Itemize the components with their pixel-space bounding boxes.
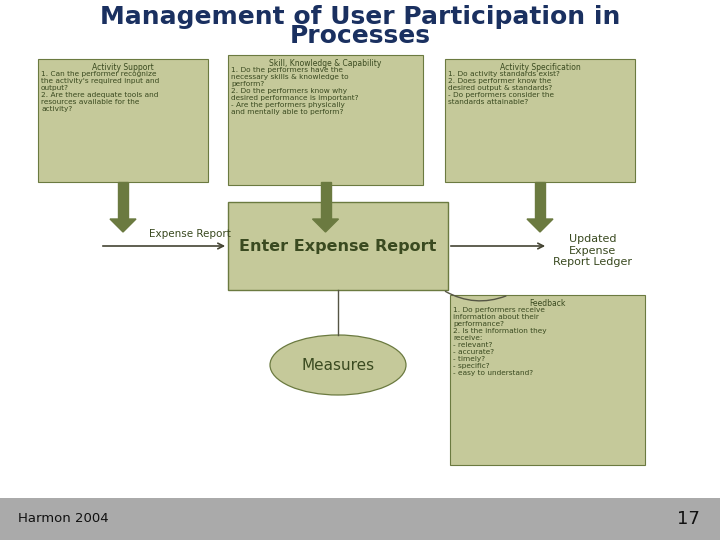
Text: Measures: Measures [302,357,374,373]
Text: Management of User Participation in: Management of User Participation in [100,5,620,29]
Text: Activity Support: Activity Support [92,63,154,72]
Text: Harmon 2004: Harmon 2004 [18,512,109,525]
Bar [320,182,330,219]
Bar [450,295,645,465]
Text: Skill, Knowledge & Capability: Skill, Knowledge & Capability [269,59,382,68]
Text: Enter Expense Report: Enter Expense Report [239,239,437,253]
Bar [228,202,448,290]
Bar [118,182,128,219]
Text: Feedback: Feedback [529,299,566,308]
Text: 1. Do the performers have the
necessary skills & knowledge to
perform?
2. Do the: 1. Do the performers have the necessary … [231,67,359,114]
Bar [38,59,208,182]
Polygon shape [312,219,338,232]
Ellipse shape [270,335,406,395]
Text: Activity Specification: Activity Specification [500,63,580,72]
Text: 1. Can the performer recognize
the activity's required input and
output?
2. Are : 1. Can the performer recognize the activ… [41,71,159,112]
Text: 17: 17 [677,510,700,528]
Text: 1. Do activity standards exist?
2. Does performer know the
desired output & stan: 1. Do activity standards exist? 2. Does … [448,71,560,105]
Polygon shape [527,219,553,232]
Text: Expense Report: Expense Report [149,229,231,239]
Text: Processes: Processes [289,24,431,48]
Text: Updated
Expense
Report Ledger: Updated Expense Report Ledger [553,234,632,267]
Polygon shape [110,219,136,232]
Bar [445,59,635,182]
Bar [0,498,720,540]
Text: 1. Do performers receive
information about their
performance?
2. Is the informat: 1. Do performers receive information abo… [453,307,546,376]
Bar [535,182,545,219]
Bar [228,55,423,185]
